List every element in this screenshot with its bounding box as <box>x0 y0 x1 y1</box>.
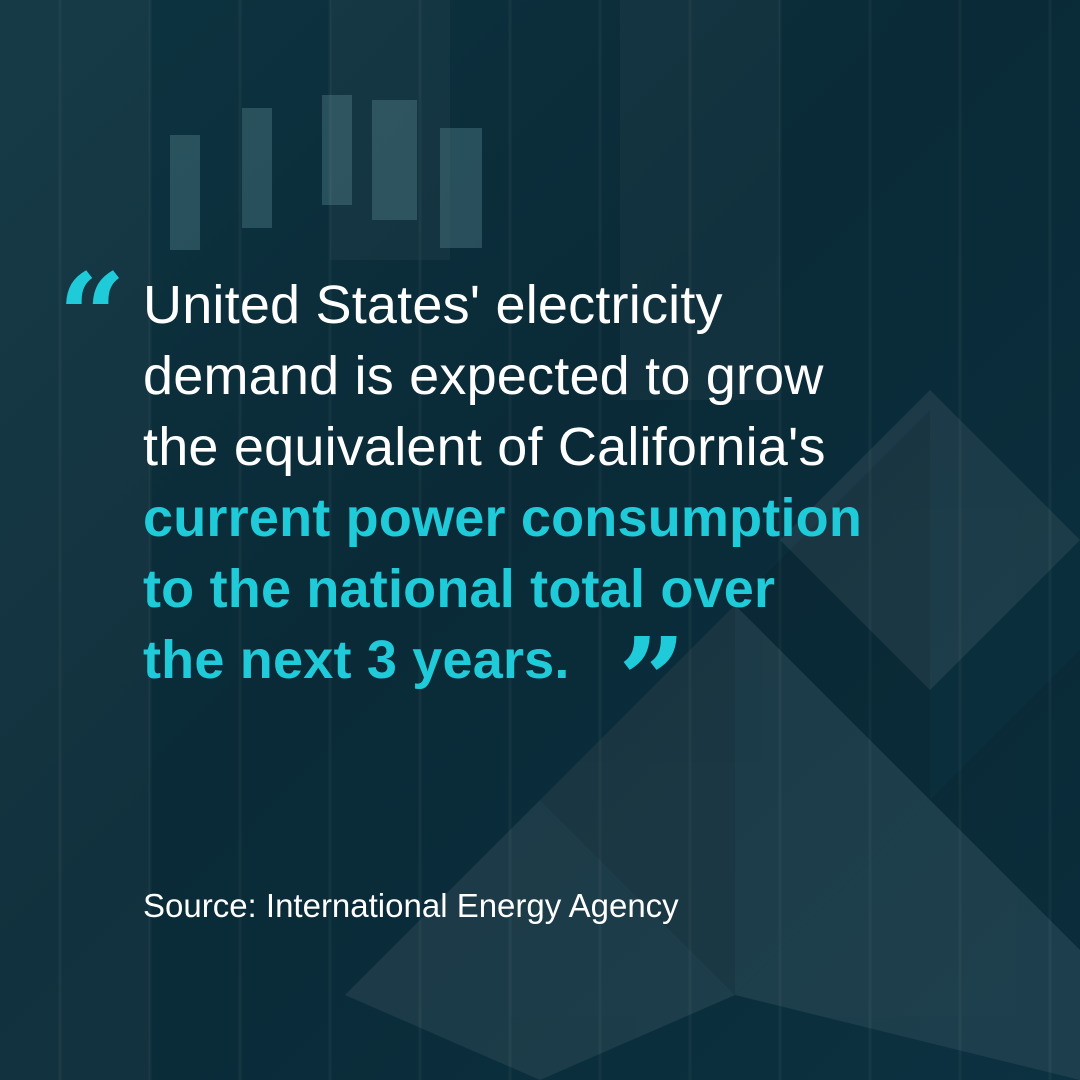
quote-line-2: demand is expected to grow <box>143 346 824 406</box>
quote-highlight-line-1: current power consumption <box>143 488 863 548</box>
quote-highlight-line-3: the next 3 years. <box>143 630 570 690</box>
quote-line-1: United States' electricity <box>143 275 723 335</box>
close-quote-icon: ” <box>618 611 686 750</box>
source-citation: Source: International Energy Agency <box>143 887 679 924</box>
quote-highlight-line-2: to the national total over <box>143 559 776 619</box>
open-quote-icon: “ <box>58 247 126 386</box>
quote-line-3: the equivalent of California's <box>143 417 826 477</box>
quote-text: United States' electricity demand is exp… <box>143 270 1043 696</box>
